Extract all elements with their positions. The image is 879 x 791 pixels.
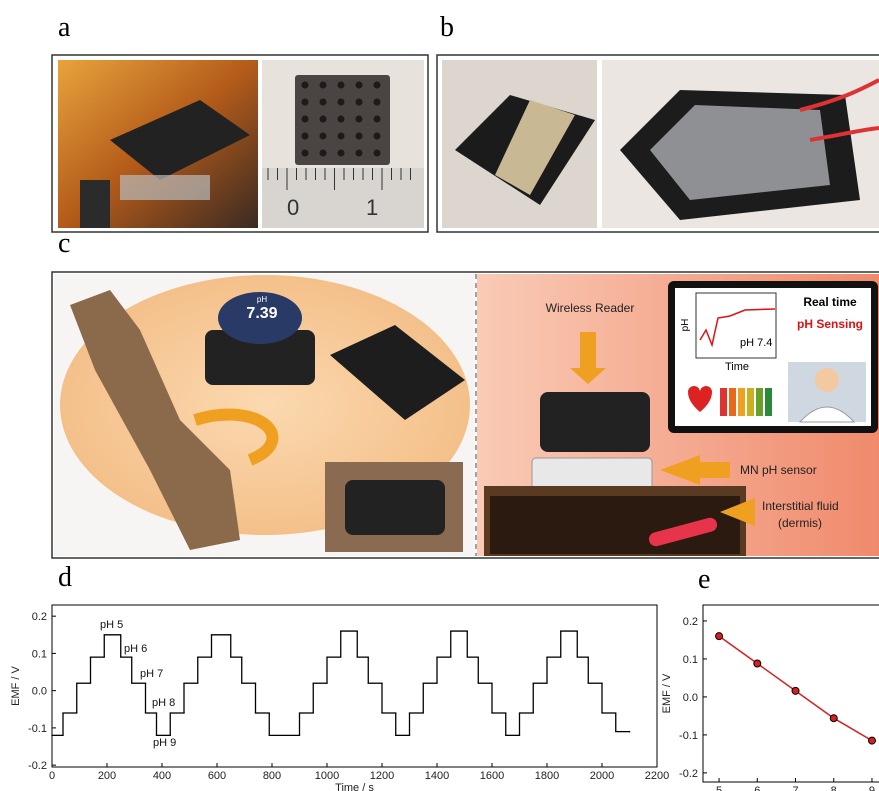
device xyxy=(345,480,445,535)
x-tick-label: 600 xyxy=(208,770,226,782)
charts: 0 200 400 600 800 1000 1200 1400 1600 1800 2000 220… xyxy=(10,605,879,791)
y-tick-label: -0.2 xyxy=(679,768,698,780)
microneedle xyxy=(320,82,327,89)
x-tick-label: 2200 xyxy=(645,770,669,782)
microneedle xyxy=(356,133,363,140)
reader xyxy=(540,392,650,452)
y-tick-label: 0.0 xyxy=(32,686,47,698)
microneedle xyxy=(320,133,327,140)
data-point xyxy=(716,633,723,640)
inset-y-label: pH xyxy=(680,319,691,332)
microneedle xyxy=(356,150,363,157)
panel-label: e xyxy=(698,564,710,595)
doctor-head xyxy=(815,368,839,392)
microneedle xyxy=(356,99,363,106)
y-tick-label: 0.2 xyxy=(32,611,47,623)
printer-arm xyxy=(80,180,110,228)
x-tick-label: 1800 xyxy=(535,770,559,782)
annotation: pH 9 xyxy=(153,737,176,749)
microneedle xyxy=(302,150,309,157)
figure: a b c d e 0 1 7.39 pH Wireless Reader MN… xyxy=(0,0,879,791)
arrow xyxy=(700,462,730,478)
watch-reading: 7.39 xyxy=(246,305,277,322)
y-axis-label: EMF / V xyxy=(10,665,22,705)
x-axis-label: Time / s xyxy=(335,782,374,791)
data-point xyxy=(868,737,875,744)
plot-frame xyxy=(52,605,657,767)
microneedle xyxy=(302,116,309,123)
y-tick-label: -0.1 xyxy=(679,730,698,742)
arrow xyxy=(580,332,596,368)
microneedle xyxy=(338,82,345,89)
microneedle xyxy=(356,116,363,123)
print-supports xyxy=(120,175,210,200)
x-tick-label: 8 xyxy=(831,785,837,791)
y-axis-label: EMF / V xyxy=(661,673,673,713)
x-tick-label: 9 xyxy=(869,785,875,791)
x-tick-label: 6 xyxy=(754,785,760,791)
microneedle xyxy=(374,150,381,157)
panel-label: d xyxy=(58,562,72,593)
microneedle xyxy=(374,82,381,89)
y-tick-label: 0.2 xyxy=(683,616,698,628)
callout: MN pH sensor xyxy=(740,463,817,477)
annotation: pH 5 xyxy=(100,619,123,631)
plot-frame xyxy=(703,605,879,782)
ruler-label: 1 xyxy=(366,195,378,220)
microneedle xyxy=(320,150,327,157)
callout: Wireless Reader xyxy=(546,301,635,315)
callout: pH Sensing xyxy=(797,317,863,331)
inset-x-label: Time xyxy=(725,361,749,373)
microneedle xyxy=(302,133,309,140)
x-tick-label: 5 xyxy=(716,785,722,791)
microneedle xyxy=(356,82,363,89)
callout: Interstitial fluid xyxy=(762,499,839,513)
x-tick-label: 1200 xyxy=(370,770,394,782)
microneedle xyxy=(302,99,309,106)
annotation: pH 8 xyxy=(152,697,175,709)
watch-unit: pH xyxy=(257,295,267,304)
microneedle xyxy=(338,116,345,123)
microneedle xyxy=(320,116,327,123)
annotation: pH 6 xyxy=(124,643,147,655)
x-tick-label: 1400 xyxy=(425,770,449,782)
ruler-label: 0 xyxy=(287,195,299,220)
data-point xyxy=(830,715,837,722)
y-tick-label: 0.1 xyxy=(683,654,698,666)
data-point xyxy=(754,660,761,667)
microneedle xyxy=(374,133,381,140)
y-tick-label: 0.1 xyxy=(32,648,47,660)
x-tick-label: 200 xyxy=(98,770,116,782)
microneedle xyxy=(338,133,345,140)
callout: Real time xyxy=(803,295,857,309)
x-tick-label: 2000 xyxy=(590,770,614,782)
microneedle xyxy=(338,99,345,106)
x-tick-label: 400 xyxy=(153,770,171,782)
x-tick-label: 1600 xyxy=(480,770,504,782)
microneedle xyxy=(338,150,345,157)
inset-value: pH 7.4 xyxy=(740,337,772,349)
x-tick-label: 0 xyxy=(49,770,55,782)
microneedle xyxy=(320,99,327,106)
x-tick-label: 1000 xyxy=(315,770,339,782)
microneedle xyxy=(374,99,381,106)
y-tick-label: 0.0 xyxy=(683,692,698,704)
callout: (dermis) xyxy=(778,516,822,530)
microneedle xyxy=(374,116,381,123)
panel-label: b xyxy=(440,12,454,43)
y-tick-label: -0.2 xyxy=(28,760,47,772)
annotation: pH 7 xyxy=(140,668,163,680)
x-tick-label: 7 xyxy=(792,785,798,791)
x-tick-label: 800 xyxy=(263,770,281,782)
data-point xyxy=(792,687,799,694)
microneedle xyxy=(302,82,309,89)
panel-label: a xyxy=(58,12,71,43)
y-tick-label: -0.1 xyxy=(28,723,47,735)
